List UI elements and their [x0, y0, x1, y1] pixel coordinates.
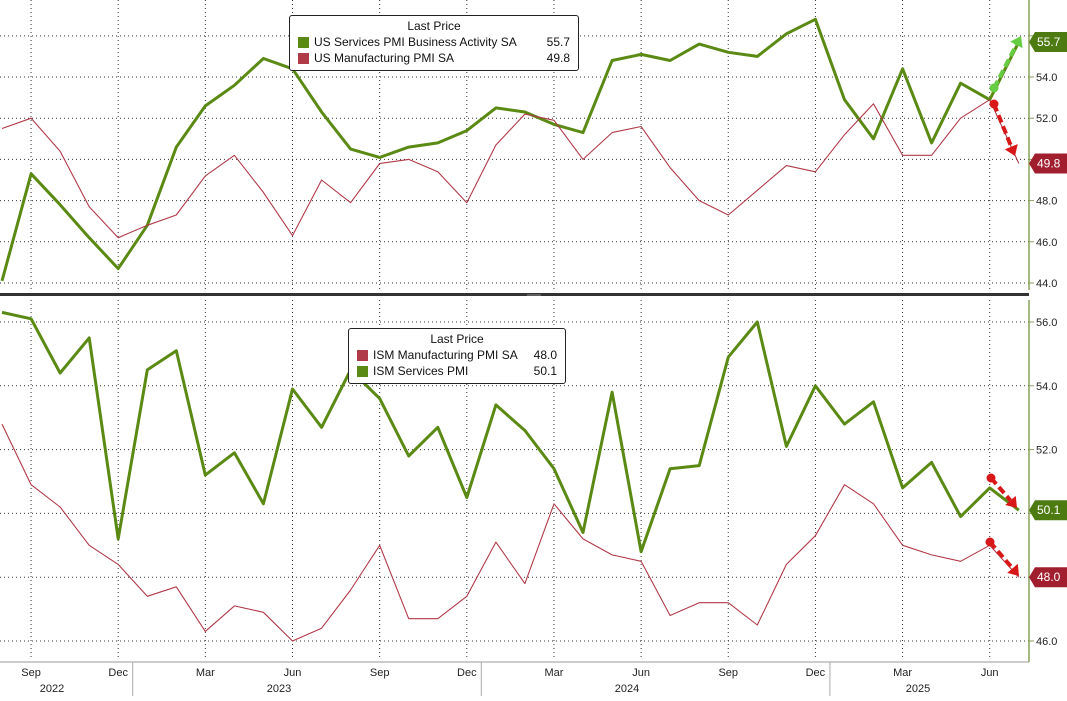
legend-series-value: 48.0 — [533, 348, 557, 362]
x-tick-label: Mar — [196, 667, 215, 679]
legend-top: Last Price US Services PMI Business Acti… — [289, 15, 579, 71]
last-value-tag — [1029, 153, 1067, 174]
legend-bottom-entry-ism-services: ISM Services PMI 50.1 — [357, 363, 557, 379]
arrow-up-services-shaft — [992, 43, 1019, 89]
x-tick-label: Dec — [457, 667, 477, 679]
legend-series-value: 49.8 — [546, 51, 570, 65]
x-tick-label: Jun — [632, 667, 650, 679]
legend-swatch-red — [298, 52, 309, 64]
last-value-tag-label: 49.8 — [1037, 157, 1061, 171]
legend-bottom-title: Last Price — [430, 332, 484, 346]
arrow-down-ism-services-head — [1005, 495, 1017, 508]
series-line-bottom-1 — [1, 310, 1020, 554]
y-tick-label: 48.0 — [1036, 196, 1057, 208]
y-tick-label: 52.0 — [1036, 445, 1057, 457]
last-value-tag-label: 50.1 — [1037, 503, 1061, 517]
x-tick-label: Mar — [893, 667, 912, 679]
x-tick-label: Sep — [370, 667, 390, 679]
legend-series-value: 55.7 — [546, 35, 570, 49]
year-label: 2023 — [267, 683, 291, 695]
legend-top-entry-manufacturing: US Manufacturing PMI SA 49.8 — [298, 50, 570, 66]
y-tick-label: 46.0 — [1036, 636, 1057, 648]
legend-swatch-red — [357, 349, 368, 361]
legend-bottom-entry-ism-manufacturing: ISM Manufacturing PMI SA 48.0 — [357, 347, 557, 363]
y-tick-label: 56.0 — [1036, 317, 1057, 329]
legend-series-name: US Manufacturing PMI SA — [314, 51, 455, 65]
y-tick-label: 52.0 — [1036, 113, 1057, 125]
legend-series-name: ISM Services PMI — [373, 364, 469, 378]
arrow-up-services-head — [1010, 36, 1023, 49]
year-label: 2022 — [40, 683, 64, 695]
series-line-bottom-0 — [1, 423, 1020, 642]
legend-bottom: Last Price ISM Manufacturing PMI SA 48.0… — [348, 328, 566, 384]
legend-swatch-green — [357, 365, 368, 377]
y-tick-label: 54.0 — [1036, 381, 1057, 393]
x-tick-label: Jun — [284, 667, 302, 679]
legend-top-title: Last Price — [407, 19, 461, 33]
x-tick-label: Sep — [21, 667, 41, 679]
x-tick-label: Dec — [108, 667, 128, 679]
x-tick-label: Jun — [981, 667, 999, 679]
year-label: 2025 — [906, 683, 930, 695]
last-value-tag — [1029, 567, 1067, 588]
series-line-top-0 — [0, 17, 1021, 282]
arrow-down-ism-manufacturing-shaft — [988, 540, 1015, 570]
x-tick-label: Dec — [806, 667, 826, 679]
last-value-tag-label: 55.7 — [1037, 35, 1061, 49]
arrow-down-manufacturing-head — [1004, 144, 1018, 156]
legend-swatch-green — [298, 36, 309, 48]
x-tick-label: Sep — [718, 667, 738, 679]
last-value-tag-label: 48.0 — [1037, 570, 1061, 584]
series-line-top-1 — [1, 99, 1020, 239]
last-value-tag — [1029, 500, 1067, 521]
y-tick-label: 44.0 — [1036, 278, 1057, 290]
arrow-down-ism-manufacturing-head — [1007, 563, 1019, 576]
legend-series-name: US Services PMI Business Activity SA — [314, 35, 517, 49]
legend-series-name: ISM Manufacturing PMI SA — [373, 348, 518, 362]
last-value-tag — [1029, 32, 1067, 52]
panel-divider — [0, 293, 1029, 296]
arrow-down-manufacturing-shaft — [992, 103, 1014, 148]
legend-top-entry-services: US Services PMI Business Activity SA 55.… — [298, 34, 570, 50]
x-tick-label: Mar — [544, 667, 563, 679]
arrow-down-ism-services-shaft — [989, 476, 1012, 502]
y-tick-label: 54.0 — [1036, 72, 1057, 84]
year-label: 2024 — [615, 683, 639, 695]
legend-series-value: 50.1 — [533, 364, 557, 378]
y-tick-label: 46.0 — [1036, 237, 1057, 249]
